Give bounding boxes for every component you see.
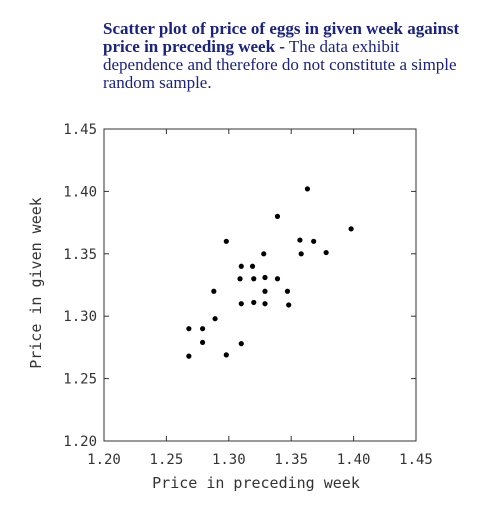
tick-labels: 1.20 1.25 1.30 1.35 1.40 1.45 1.20 1.25 1.30 1.35… [63,122,433,468]
data-point [186,353,192,359]
y-tick-label: 1.25 [63,372,97,388]
data-point [238,301,244,307]
caption-bold-text: Scatter plot of price of eggs in given w… [103,19,460,56]
data-points [186,186,354,359]
x-tick-label: 1.40 [337,452,371,468]
data-point [262,274,268,281]
data-point [249,263,256,269]
data-point [223,352,229,358]
data-point [297,237,303,243]
data-point [238,341,244,347]
data-point [262,288,268,294]
data-point [262,301,268,307]
data-point [237,276,243,282]
data-point [348,226,354,232]
data-point [274,213,281,219]
data-point [186,326,192,332]
data-point [199,339,206,346]
data-point [261,251,267,257]
y-tick-label: 1.20 [63,434,97,450]
figure-caption: Scatter plot of price of eggs in given w… [103,20,478,92]
data-point [323,249,329,256]
data-point [274,276,281,282]
ticks [103,128,417,442]
x-tick-label: 1.30 [212,452,246,468]
y-axis-label: Price in given week [27,197,45,369]
data-point [199,326,206,332]
x-tick-label: 1.20 [87,452,121,468]
x-tick-label: 1.25 [150,452,184,468]
data-point [238,263,244,269]
x-tick-label: 1.45 [399,452,433,468]
y-tick-label: 1.35 [63,247,97,263]
data-point [304,186,311,192]
data-point [251,299,257,306]
y-tick-label: 1.40 [63,184,97,200]
data-point [286,302,292,308]
data-point [251,276,257,282]
data-point [311,238,317,244]
data-point [284,288,291,294]
x-axis-label: Price in preceding week [152,474,360,492]
plot-frame [103,128,417,442]
y-tick-label: 1.45 [63,122,97,138]
y-tick-label: 1.30 [63,309,97,325]
data-point [211,288,217,294]
data-point [223,238,229,244]
data-point [298,251,304,257]
data-point [212,316,218,322]
caption-text: The data exhibit dependence and therefor… [103,37,457,92]
x-tick-label: 1.35 [274,452,308,468]
